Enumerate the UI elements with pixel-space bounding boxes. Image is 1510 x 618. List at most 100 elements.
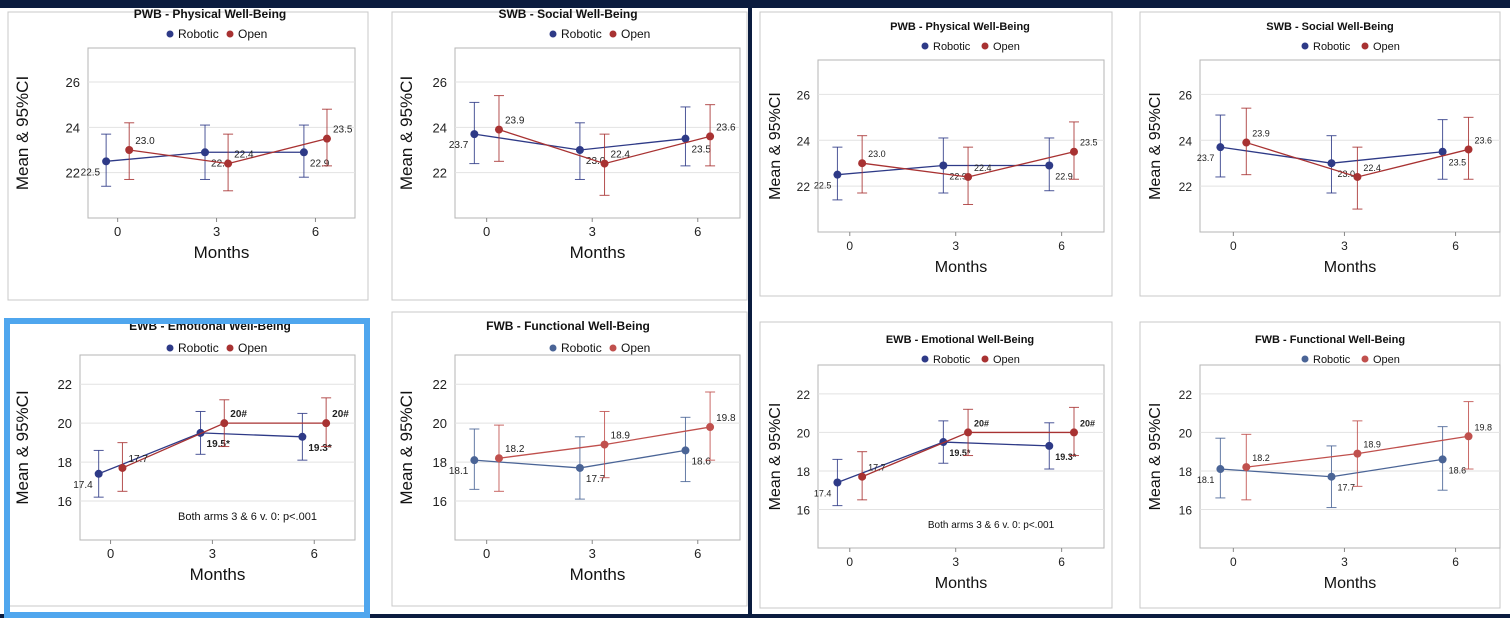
data-label: 23.6: [716, 122, 736, 133]
legend-marker-robotic: [1301, 42, 1309, 50]
data-label: 18.1: [1197, 475, 1215, 485]
data-point: [94, 469, 103, 478]
x-tick-label: 3: [952, 239, 959, 253]
y-axis-label: Mean & 95%CI: [397, 76, 416, 190]
data-point: [1045, 161, 1054, 170]
data-label: 22.9: [310, 158, 330, 169]
data-label: 23.5: [1080, 138, 1098, 148]
data-label: 19.3*: [308, 443, 331, 454]
plot-area: [79, 354, 356, 541]
y-tick-label: 20: [797, 426, 811, 440]
x-axis-label: Months: [1324, 575, 1376, 592]
x-tick-label: 0: [1230, 239, 1237, 253]
data-label: 20#: [332, 409, 349, 420]
y-tick-label: 24: [1179, 134, 1193, 148]
y-axis-label: Mean & 95%CI: [13, 76, 32, 190]
chart-title: FWB - Functional Well-Being: [486, 319, 650, 333]
legend-marker-open: [226, 30, 234, 38]
legend-label-robotic: Robotic: [1313, 354, 1351, 366]
y-tick-label: 18: [1179, 465, 1193, 479]
legend-marker-open: [1361, 42, 1369, 50]
data-point: [833, 478, 842, 487]
chart-title: PWB - Physical Well-Being: [890, 21, 1030, 33]
data-label: 17.7: [1337, 483, 1355, 493]
legend-marker-robotic: [166, 30, 174, 38]
y-tick-label: 16: [797, 503, 811, 517]
data-label: 19.5*: [949, 448, 971, 458]
data-point: [220, 419, 229, 428]
data-point: [224, 159, 233, 168]
data-label: 18.2: [1252, 453, 1270, 463]
data-label: 20#: [974, 418, 989, 428]
data-label: 18.9: [611, 431, 631, 442]
legend-marker-open: [609, 344, 617, 352]
data-label: 23.0: [135, 136, 155, 147]
data-point: [681, 446, 690, 455]
x-tick-label: 6: [1058, 239, 1065, 253]
y-tick-label: 24: [797, 134, 811, 148]
data-point: [322, 134, 331, 143]
data-label: 17.7: [586, 474, 606, 485]
legend-label-robotic: Robotic: [933, 354, 971, 366]
data-label: 23.9: [505, 116, 525, 127]
legend-marker-open: [1361, 355, 1369, 363]
data-point: [1464, 145, 1473, 154]
x-tick-label: 3: [952, 555, 959, 569]
data-point: [600, 440, 609, 449]
x-axis-label: Months: [190, 565, 246, 584]
y-tick-label: 20: [58, 416, 72, 431]
data-point: [939, 161, 948, 170]
data-label: 23.7: [449, 140, 469, 151]
plot-area: [87, 47, 356, 219]
legend-label-open: Open: [1373, 354, 1400, 366]
legend-marker-robotic: [549, 344, 557, 352]
data-label: 23.0: [586, 156, 606, 167]
y-tick-label: 18: [433, 455, 447, 470]
data-point: [1069, 428, 1078, 437]
data-point: [858, 159, 867, 168]
data-point: [964, 172, 973, 181]
x-tick-label: 0: [483, 546, 490, 561]
y-tick-label: 26: [797, 88, 811, 102]
x-axis-label: Months: [935, 259, 987, 276]
x-tick-label: 6: [312, 224, 319, 239]
x-tick-label: 0: [846, 555, 853, 569]
plot-area: [817, 59, 1105, 233]
y-tick-label: 22: [797, 180, 811, 194]
x-axis-label: Months: [935, 575, 987, 592]
x-axis-label: Months: [570, 565, 626, 584]
data-point: [833, 170, 842, 179]
y-axis-label: Mean & 95%CI: [767, 403, 784, 511]
data-label: 22.9: [211, 158, 231, 169]
data-label: 18.1: [449, 466, 469, 477]
data-label: 22.5: [81, 167, 101, 178]
data-label: 19.3*: [1055, 452, 1077, 462]
data-point: [681, 134, 690, 143]
y-tick-label: 22: [1179, 180, 1193, 194]
x-tick-label: 6: [694, 546, 701, 561]
data-point: [102, 157, 111, 166]
data-label: 22.9: [1055, 171, 1073, 181]
x-tick-label: 6: [311, 546, 318, 561]
x-tick-label: 0: [114, 224, 121, 239]
data-label: 17.7: [128, 454, 148, 465]
data-point: [470, 456, 479, 465]
y-axis-label: Mean & 95%CI: [1147, 403, 1164, 511]
x-tick-label: 3: [213, 224, 220, 239]
data-point: [118, 463, 127, 472]
x-tick-label: 6: [1058, 555, 1065, 569]
chart-title: PWB - Physical Well-Being: [134, 7, 286, 21]
y-tick-label: 16: [1179, 503, 1193, 517]
y-axis-label: Mean & 95%CI: [13, 390, 32, 504]
x-tick-label: 3: [589, 546, 596, 561]
data-point: [322, 419, 331, 428]
data-label: 23.6: [1475, 135, 1493, 145]
legend-label-open: Open: [1373, 41, 1400, 53]
x-tick-label: 0: [1230, 555, 1237, 569]
data-label: 19.8: [1475, 422, 1493, 432]
data-point: [1327, 472, 1336, 481]
